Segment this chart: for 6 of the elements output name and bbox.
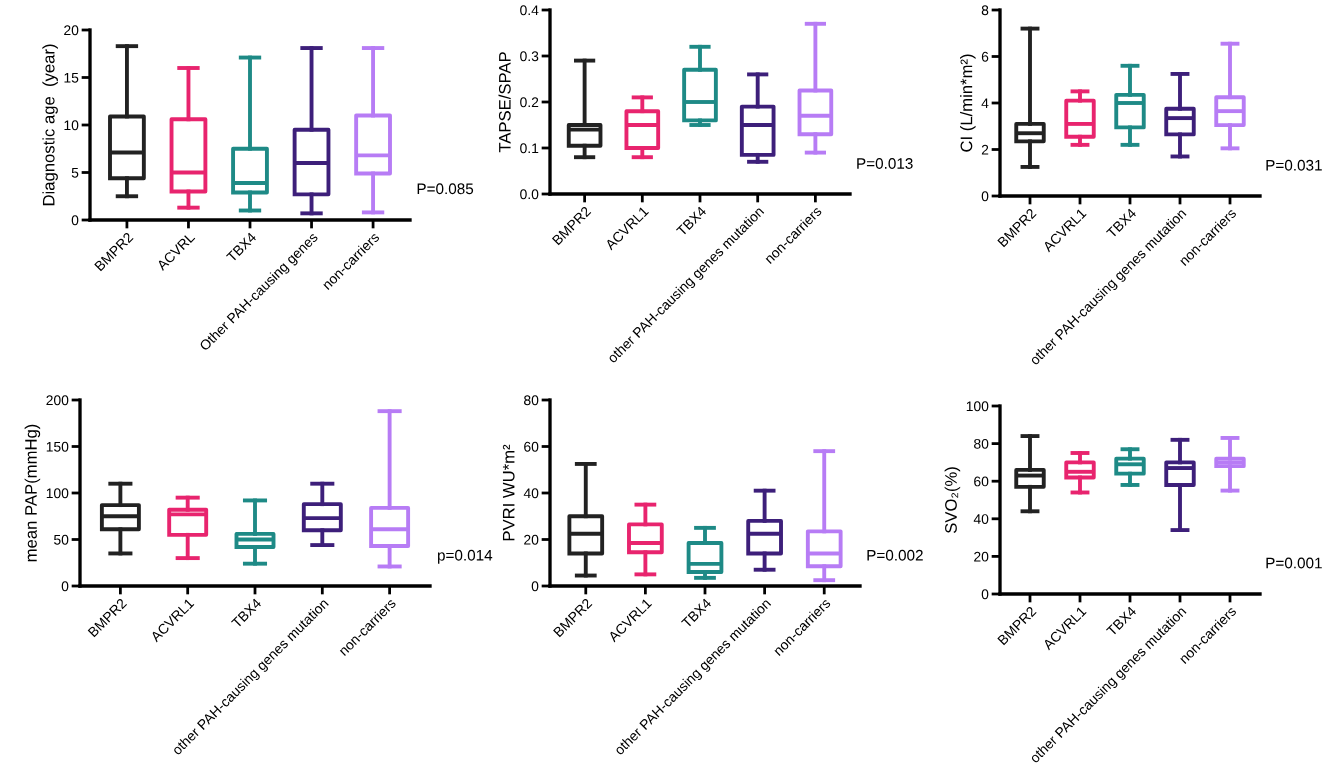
y-axis-title: PVRI WU*m²	[502, 444, 515, 541]
y-axis-title: SVO₂(%)	[944, 467, 961, 534]
y-axis-title: Diagnostic age (year)	[42, 44, 58, 206]
y-axis-title: mean PAP(mmHg)	[24, 424, 41, 562]
y-axis-title: TAPSE/SPAP	[498, 52, 511, 153]
y-axis-title: CI (L/min*m²)	[960, 54, 976, 152]
